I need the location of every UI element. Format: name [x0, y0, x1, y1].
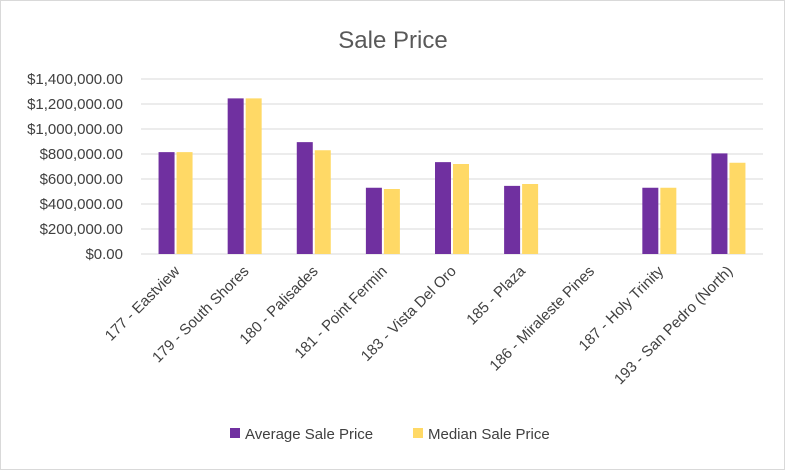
y-tick-label: $1,000,000.00	[27, 121, 123, 138]
bar	[642, 187, 659, 254]
y-tick-label: $600,000.00	[40, 171, 123, 188]
bar	[227, 98, 244, 254]
legend-swatch	[413, 428, 423, 438]
bar	[158, 152, 175, 254]
y-tick-label: $0.00	[85, 246, 123, 263]
legend-label: Average Sale Price	[245, 426, 373, 443]
chart-title: Sale Price	[338, 27, 447, 54]
bar	[314, 150, 331, 254]
bar	[522, 184, 539, 254]
bar	[383, 189, 400, 254]
y-tick-label: $1,400,000.00	[27, 71, 123, 88]
y-tick-label: $400,000.00	[40, 196, 123, 213]
bar	[453, 164, 469, 254]
bar	[176, 152, 193, 254]
bar	[365, 187, 382, 254]
bar	[296, 142, 313, 254]
bar	[504, 185, 521, 254]
bar	[435, 162, 451, 254]
y-tick-label: $800,000.00	[40, 146, 123, 163]
category-label: 185 - Plaza	[463, 262, 529, 328]
legend-label: Median Sale Price	[428, 426, 550, 443]
bar	[245, 98, 262, 254]
bar	[660, 187, 677, 254]
bar	[729, 162, 746, 254]
bar	[711, 153, 728, 254]
category-label: 193 - San Pedro (North)	[611, 263, 736, 388]
y-tick-label: $200,000.00	[40, 221, 123, 238]
y-tick-label: $1,200,000.00	[27, 96, 123, 113]
legend-swatch	[230, 428, 240, 438]
